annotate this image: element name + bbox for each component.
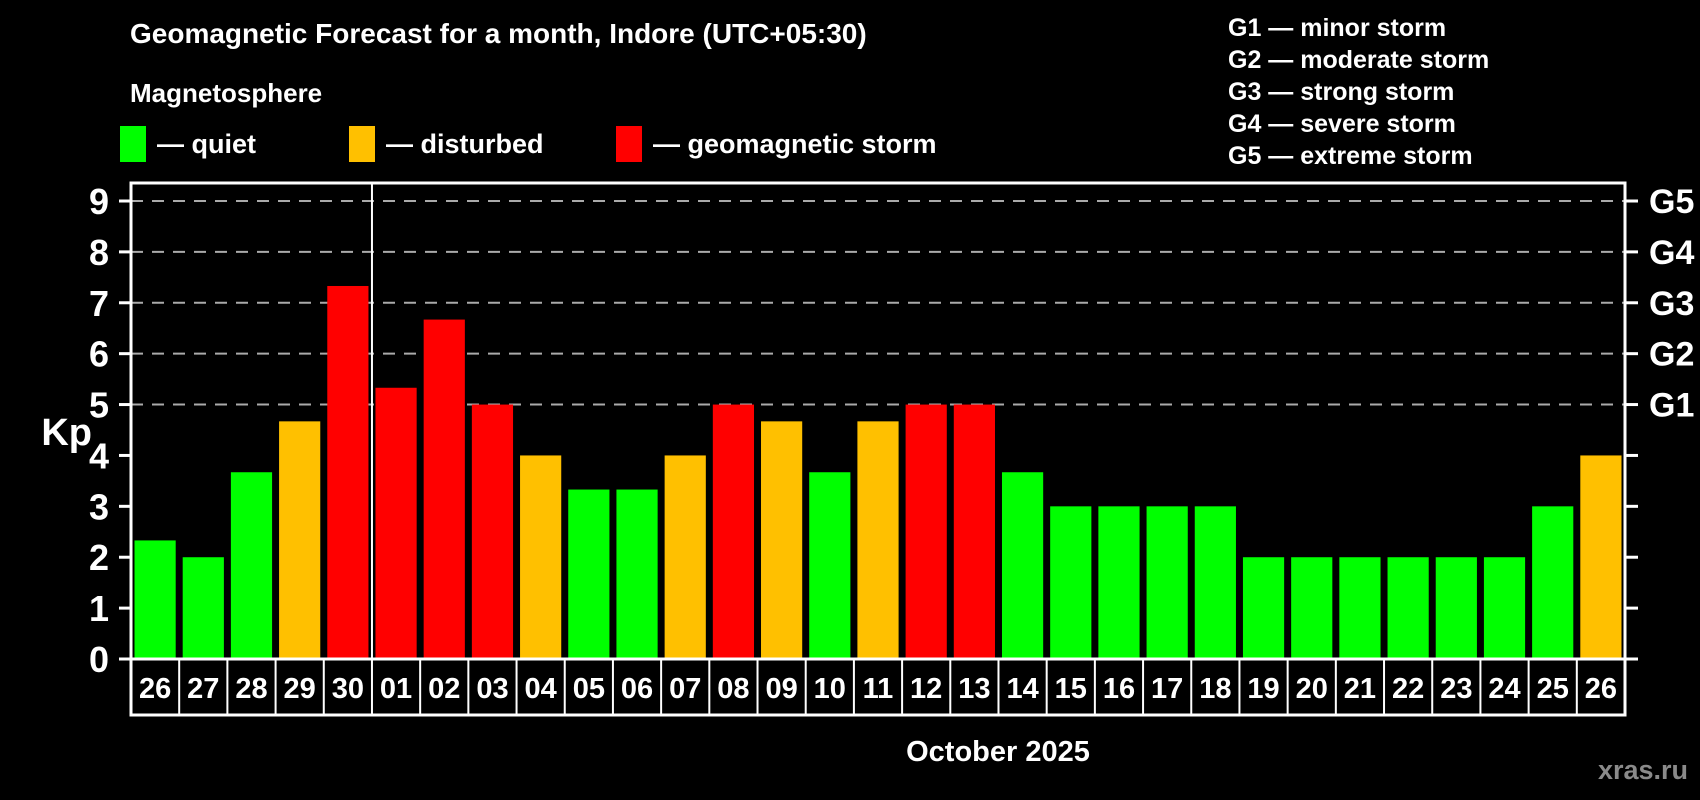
date-label: 21 (1344, 673, 1376, 705)
date-label: 22 (1392, 673, 1424, 705)
kp-bar (568, 489, 610, 659)
legend-item-quiet: — quiet (120, 126, 256, 162)
g4-legend-line: G4 — severe storm (1228, 110, 1456, 138)
kp-bar (230, 472, 273, 659)
date-label: 19 (1247, 673, 1279, 705)
kp-bar (327, 285, 369, 659)
date-label: 10 (814, 673, 846, 705)
date-label: 11 (863, 673, 894, 705)
kp-bar (1435, 557, 1477, 659)
g-scale-label: G1 (1649, 387, 1694, 425)
y-tick-label: 1 (89, 588, 109, 629)
g-scale-legend: G1 — minor storm G2 — moderate storm G3 … (1228, 12, 1489, 172)
kp-bar (712, 404, 755, 659)
date-label: 29 (284, 673, 316, 705)
kp-bar (1532, 506, 1574, 659)
g-scale-label: G2 (1649, 336, 1694, 374)
kp-bar (857, 421, 899, 659)
kp-bar (279, 421, 321, 659)
g-scale-label: G5 (1649, 183, 1694, 221)
y-tick-label: 0 (89, 639, 109, 680)
date-label: 23 (1440, 673, 1472, 705)
quiet-swatch-icon (120, 126, 146, 162)
kp-bar (1001, 472, 1044, 659)
date-label: 03 (476, 673, 508, 705)
chart-subtitle: Magnetosphere (130, 78, 323, 108)
kp-bar (423, 319, 465, 659)
disturbed-swatch-icon (349, 126, 375, 162)
kp-bar (1339, 557, 1381, 659)
kp-bar (1050, 506, 1092, 659)
date-label: 27 (187, 673, 219, 705)
page-title: Geomagnetic Forecast for a month, Indore… (130, 18, 867, 49)
legend-item-storm: — geomagnetic storm (616, 126, 937, 162)
date-label: 05 (573, 673, 605, 705)
kp-bar (134, 540, 176, 659)
kp-bar (761, 421, 803, 659)
date-label: 07 (669, 673, 701, 705)
y-tick-label: 7 (89, 283, 109, 324)
date-label: 09 (765, 673, 797, 705)
g3-legend-line: G3 — strong storm (1228, 78, 1455, 106)
date-label: 28 (235, 673, 267, 705)
y-tick-label: 4 (89, 435, 109, 476)
g-scale-label: G4 (1649, 234, 1694, 272)
g2-legend-line: G2 — moderate storm (1228, 46, 1490, 74)
date-label: 08 (717, 673, 749, 705)
legend-label-disturbed: — disturbed (386, 128, 544, 159)
y-tick-label: 6 (89, 334, 109, 375)
y-tick-label: 5 (89, 385, 109, 426)
kp-bar (375, 387, 417, 659)
storm-swatch-icon (616, 126, 642, 162)
y-tick-label: 9 (89, 181, 109, 222)
legend-item-disturbed: — disturbed (349, 126, 544, 162)
x-axis-month-label: October 2025 (906, 736, 1090, 768)
g1-legend-line: G1 — minor storm (1228, 14, 1447, 42)
date-label: 30 (332, 673, 364, 705)
kp-bar (471, 404, 514, 659)
date-label: 13 (958, 673, 990, 705)
kp-bar (1580, 455, 1622, 659)
date-label: 18 (1199, 673, 1231, 705)
date-label: 06 (621, 673, 653, 705)
kp-bar (520, 455, 562, 659)
date-label: 24 (1488, 673, 1520, 705)
date-label: 02 (428, 673, 460, 705)
watermark: xras.ru (1597, 755, 1688, 785)
legend-label-storm: — geomagnetic storm (653, 128, 937, 159)
kp-bar (1291, 557, 1333, 659)
kp-bar (1483, 557, 1526, 659)
date-label: 01 (380, 673, 412, 705)
y-axis-title: Kp (41, 412, 92, 454)
g-scale-label: G3 (1649, 285, 1694, 323)
kp-bar (905, 404, 947, 659)
y-tick-label: 3 (89, 486, 109, 527)
date-label: 15 (1055, 673, 1087, 705)
kp-bar (182, 557, 224, 659)
date-label: 12 (910, 673, 942, 705)
kp-bar (616, 489, 658, 659)
g5-legend-line: G5 — extreme storm (1228, 142, 1473, 170)
kp-bar (1387, 557, 1429, 659)
kp-bar (1194, 506, 1236, 659)
y-tick-label: 2 (89, 537, 109, 578)
kp-bar (1146, 506, 1188, 659)
y-tick-label: 8 (89, 232, 109, 273)
kp-bar (664, 455, 706, 659)
kp-bar (953, 404, 995, 659)
legend-label-quiet: — quiet (157, 128, 256, 159)
kp-bar (809, 472, 851, 659)
date-label: 26 (139, 673, 171, 705)
date-label: 14 (1006, 673, 1038, 705)
kp-bar (1242, 557, 1285, 659)
date-label: 04 (525, 673, 557, 705)
date-label: 20 (1296, 673, 1328, 705)
date-label: 17 (1151, 673, 1183, 705)
date-label: 26 (1585, 673, 1617, 705)
date-label: 16 (1103, 673, 1135, 705)
date-label: 25 (1537, 673, 1569, 705)
kp-bar (1098, 506, 1140, 659)
